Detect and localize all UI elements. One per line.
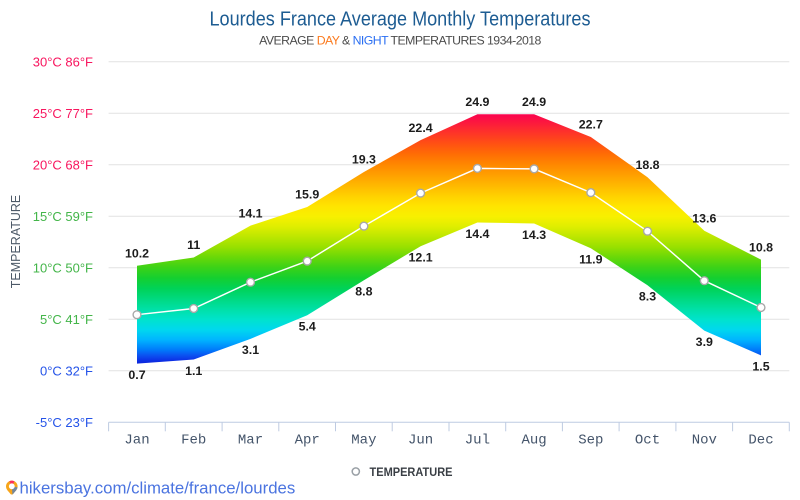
svg-text:Feb: Feb [181,433,206,449]
svg-text:-5°C 23°F: -5°C 23°F [36,415,93,430]
svg-text:11: 11 [187,238,200,252]
svg-text:Aug: Aug [521,433,546,449]
svg-text:3.9: 3.9 [696,335,713,349]
svg-text:18.8: 18.8 [635,158,659,172]
svg-text:30°C 86°F: 30°C 86°F [33,54,93,69]
svg-text:TEMPERATURE: TEMPERATURE [370,465,453,479]
svg-text:5.4: 5.4 [299,320,316,334]
svg-text:Jan: Jan [124,433,149,449]
svg-text:20°C 68°F: 20°C 68°F [33,157,93,172]
svg-text:Jun: Jun [408,433,433,449]
svg-text:11.9: 11.9 [579,253,603,267]
svg-text:1.1: 1.1 [185,364,202,378]
svg-text:10.8: 10.8 [749,240,773,254]
svg-text:hikersbay.com/climate/france/l: hikersbay.com/climate/france/lourdes [20,479,296,498]
svg-text:14.3: 14.3 [522,228,546,242]
svg-text:24.9: 24.9 [465,95,489,109]
svg-text:10°C 50°F: 10°C 50°F [33,260,93,275]
svg-text:Nov: Nov [692,433,717,449]
svg-text:14.1: 14.1 [238,206,262,220]
svg-text:14.4: 14.4 [465,227,489,241]
svg-text:8.3: 8.3 [639,290,656,304]
svg-text:AVERAGE DAY & NIGHT TEMPERATUR: AVERAGE DAY & NIGHT TEMPERATURES 1934-20… [259,34,541,48]
svg-text:15.9: 15.9 [295,188,319,202]
svg-text:15°C 59°F: 15°C 59°F [33,209,93,224]
svg-text:3.1: 3.1 [242,343,259,357]
svg-text:Apr: Apr [295,433,320,449]
svg-text:5°C 41°F: 5°C 41°F [40,312,93,327]
svg-text:0°C 32°F: 0°C 32°F [40,363,93,378]
svg-text:22.4: 22.4 [409,121,433,135]
svg-text:12.1: 12.1 [409,251,433,265]
svg-text:0.7: 0.7 [128,368,145,382]
svg-text:TEMPERATURE: TEMPERATURE [9,195,23,289]
svg-text:19.3: 19.3 [352,153,376,167]
svg-text:Oct: Oct [635,433,660,449]
svg-text:10.2: 10.2 [125,246,149,260]
svg-text:May: May [351,433,376,449]
svg-text:25°C 77°F: 25°C 77°F [33,106,93,121]
svg-text:22.7: 22.7 [579,118,603,132]
svg-text:24.9: 24.9 [522,95,546,109]
svg-text:13.6: 13.6 [692,211,716,225]
svg-text:8.8: 8.8 [355,285,372,299]
svg-text:Mar: Mar [238,433,263,449]
svg-text:Sep: Sep [578,433,603,449]
svg-text:Lourdes France Average Monthly: Lourdes France Average Monthly Temperatu… [210,8,591,31]
svg-text:Jul: Jul [465,433,490,449]
svg-text:1.5: 1.5 [752,360,769,374]
svg-text:Dec: Dec [748,433,773,449]
